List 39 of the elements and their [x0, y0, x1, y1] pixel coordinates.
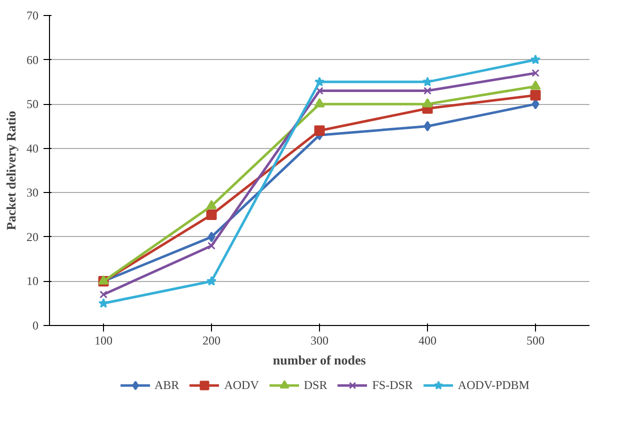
point [100, 290, 108, 298]
y-tick-label: 40 [26, 141, 38, 156]
point [314, 125, 325, 136]
point [424, 86, 432, 95]
point [206, 210, 217, 220]
point [208, 242, 216, 250]
y-axis-title: Packet delivery Ratio [4, 110, 18, 230]
point [314, 76, 325, 86]
x-tick-label: 200 [202, 334, 220, 348]
y-tick-label: 20 [26, 230, 38, 244]
point [422, 76, 433, 86]
legend-label: ABR [154, 378, 180, 392]
x-tick-label: 300 [310, 334, 328, 348]
x-tick-label: 100 [94, 334, 112, 348]
legend-label: AODV [224, 378, 259, 392]
y-tick-label: 50 [26, 97, 38, 112]
y-tick-label: 10 [26, 274, 38, 288]
y-tick-label: 70 [26, 8, 38, 22]
point [314, 98, 325, 108]
point [316, 86, 324, 95]
point [206, 276, 217, 286]
point [530, 54, 541, 64]
point [206, 200, 217, 210]
point [422, 98, 433, 108]
y-tick-label: 30 [26, 186, 38, 200]
point [530, 80, 541, 90]
legend-label: AODV-PDBM [458, 378, 530, 392]
point [530, 90, 541, 100]
y-tick-label: 0 [32, 318, 38, 332]
point [532, 69, 540, 78]
point [98, 298, 109, 308]
x-tick-label: 500 [526, 334, 544, 348]
x-tick-label: 400 [418, 334, 436, 348]
y-tick-label: 60 [26, 52, 38, 67]
legend-label: FS-DSR [372, 378, 413, 392]
x-axis-title: number of nodes [272, 352, 366, 368]
legend-label: DSR [304, 378, 328, 392]
point [424, 120, 432, 132]
point [208, 232, 216, 242]
